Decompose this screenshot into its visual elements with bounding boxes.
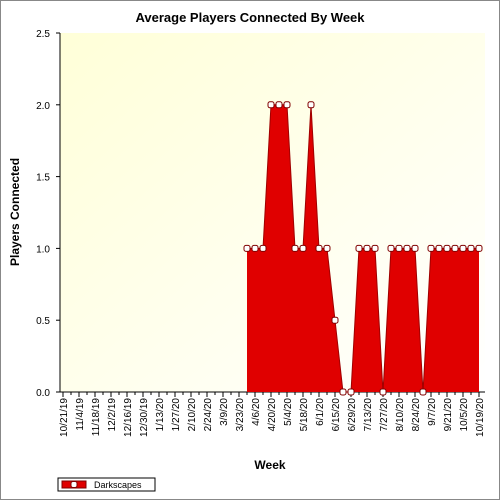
x-tick-label: 8/24/20 [411, 398, 422, 432]
x-tick-label: 12/2/19 [107, 398, 118, 432]
x-tick-label: 2/10/20 [187, 398, 198, 432]
x-tick-label: 5/4/20 [283, 398, 294, 426]
x-tick-label: 10/21/19 [59, 398, 70, 437]
x-tick-label: 4/6/20 [251, 398, 262, 426]
x-tick-label: 10/5/20 [459, 398, 470, 432]
marker [395, 244, 403, 252]
marker [363, 244, 371, 252]
x-tick-label: 10/19/20 [475, 398, 486, 437]
y-tick-label: 1.5 [36, 173, 50, 184]
x-tick-label: 8/10/20 [395, 398, 406, 432]
x-tick-label: 9/7/20 [427, 398, 438, 426]
marker [459, 244, 467, 252]
marker [443, 244, 451, 252]
x-tick-label: 7/13/20 [363, 398, 374, 432]
x-axis-label: Week [254, 458, 285, 472]
marker [419, 388, 427, 396]
marker [307, 101, 315, 109]
x-tick-label: 9/21/20 [443, 398, 454, 432]
x-tick-label: 12/30/19 [139, 398, 150, 437]
y-tick-label: 1.0 [36, 244, 50, 255]
marker [475, 244, 483, 252]
marker [299, 244, 307, 252]
marker [331, 316, 339, 324]
marker [251, 244, 259, 252]
marker [467, 244, 475, 252]
x-tick-label: 6/29/20 [347, 398, 358, 432]
marker [315, 244, 323, 252]
marker [451, 244, 459, 252]
legend-label: Darkscapes [94, 480, 142, 490]
marker [347, 388, 355, 396]
x-tick-label: 5/18/20 [299, 398, 310, 432]
marker [267, 101, 275, 109]
y-tick-label: 2.5 [36, 29, 50, 40]
y-tick-label: 0.0 [36, 388, 50, 399]
x-tick-label: 11/4/19 [75, 398, 86, 431]
x-tick-label: 6/15/20 [331, 398, 342, 432]
x-tick-label: 6/1/20 [315, 398, 326, 426]
x-tick-label: 2/24/20 [203, 398, 214, 432]
marker [403, 244, 411, 252]
chart-title: Average Players Connected By Week [135, 10, 365, 25]
x-tick-label: 4/20/20 [267, 398, 278, 432]
x-tick-label: 7/27/20 [379, 398, 390, 432]
marker [411, 244, 419, 252]
legend-marker [70, 481, 78, 488]
marker [283, 101, 291, 109]
marker [323, 244, 331, 252]
marker [435, 244, 443, 252]
y-axis-label: Players Connected [8, 158, 22, 266]
x-tick-label: 3/23/20 [235, 398, 246, 432]
marker [371, 244, 379, 252]
marker [379, 388, 387, 396]
marker [291, 244, 299, 252]
marker [427, 244, 435, 252]
x-tick-label: 1/13/20 [155, 398, 166, 432]
marker [355, 244, 363, 252]
marker [259, 244, 267, 252]
marker [243, 244, 251, 252]
y-tick-label: 2.0 [36, 101, 50, 112]
marker [387, 244, 395, 252]
marker [275, 101, 283, 109]
x-tick-label: 3/9/20 [219, 398, 230, 426]
x-tick-label: 11/18/19 [91, 398, 102, 437]
x-tick-label: 1/27/20 [171, 398, 182, 432]
x-tick-label: 12/16/19 [123, 398, 134, 437]
y-tick-label: 0.5 [36, 316, 50, 327]
marker [339, 388, 347, 396]
